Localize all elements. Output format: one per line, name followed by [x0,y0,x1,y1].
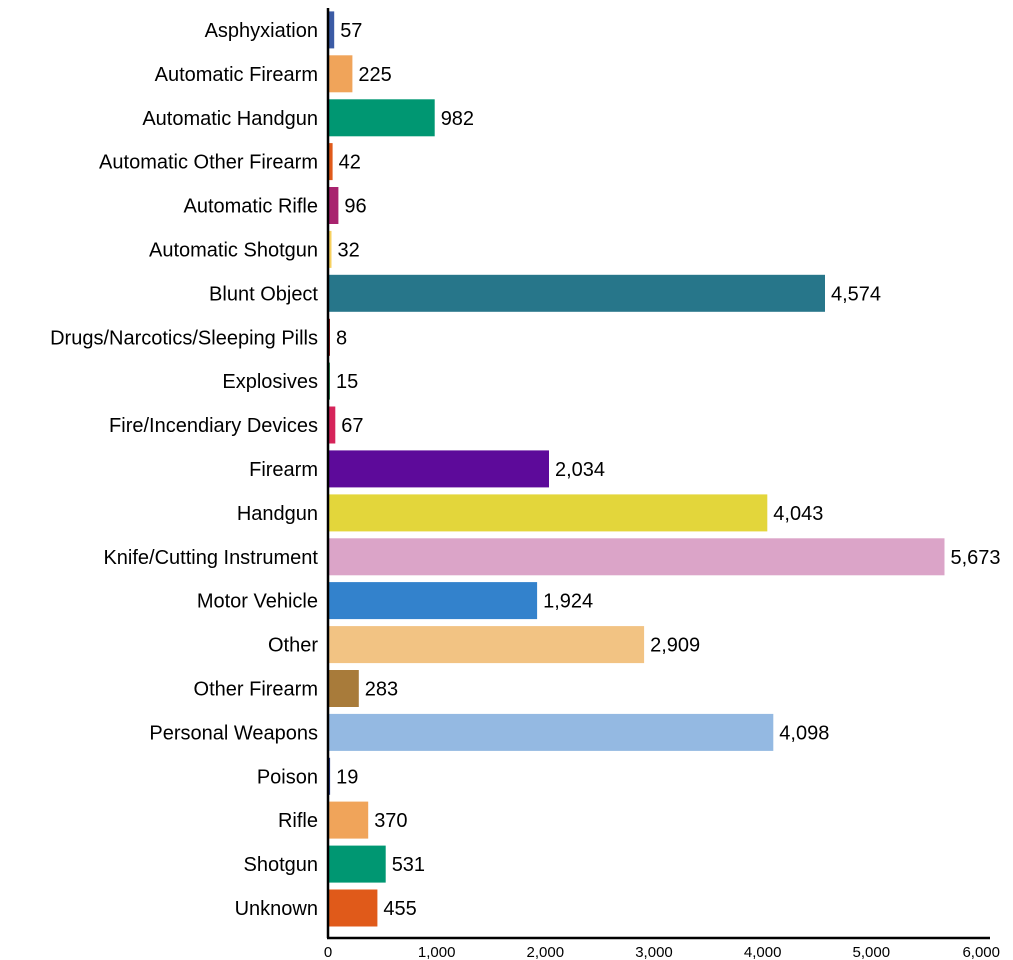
category-label: Blunt Object [209,283,318,305]
value-label: 283 [365,679,398,701]
category-label: Other Firearm [194,679,318,701]
value-label: 370 [374,810,407,832]
x-tick-label: 2,000 [527,944,565,960]
bar [328,11,335,49]
category-label: Poison [257,766,318,788]
value-label: 531 [392,854,425,876]
x-tick-label: 6,000 [962,944,1000,960]
x-tick-label: 3,000 [635,944,673,960]
value-label: 57 [340,20,362,42]
category-label: Automatic Firearm [155,64,318,86]
category-label: Explosives [222,371,318,393]
value-label: 4,574 [831,283,881,305]
value-label: 8 [336,327,347,349]
category-label: Automatic Handgun [142,108,318,130]
x-tick-label: 5,000 [853,944,891,960]
category-label: Firearm [249,459,318,481]
category-label: Automatic Rifle [184,196,319,218]
category-label: Motor Vehicle [197,591,318,613]
category-label: Handgun [237,503,318,525]
value-label: 96 [344,196,366,218]
category-label: Other [268,635,318,657]
bar [328,582,538,620]
value-labels: 57 225 982 42 96 32 4,574 8 15 67 2,034 4,043 5,673 1… [336,20,1001,920]
category-label: Drugs/Narcotics/Sleeping Pills [50,327,318,349]
value-label: 225 [358,64,391,86]
category-labels: Asphyxiation Automatic Firearm Automatic H… [50,20,318,920]
bar [328,801,369,839]
value-label: 32 [338,239,360,261]
x-tick-label: 0 [324,944,332,960]
value-label: 1,924 [543,591,593,613]
value-label: 15 [336,371,358,393]
category-label: Shotgun [243,854,318,876]
category-label: Automatic Other Firearm [99,152,318,174]
bar [328,626,645,664]
bar [328,406,336,444]
bar [328,230,332,268]
bar [328,99,435,137]
bar [328,143,333,181]
category-label: Knife/Cutting Instrument [103,547,318,569]
bar [328,713,774,751]
x-axis-ticks: 0 1,000 2,000 3,000 4,000 5,000 6,000 [324,944,1000,960]
category-label: Fire/Incendiary Devices [109,415,318,437]
bar [328,494,768,532]
bar [328,845,386,883]
value-label: 982 [441,108,474,130]
category-label: Automatic Shotgun [149,239,318,261]
value-label: 2,909 [650,635,700,657]
bar [328,538,945,576]
bar [328,450,549,488]
value-label: 455 [383,898,416,920]
bars-group [328,11,945,927]
category-label: Rifle [278,810,318,832]
value-label: 2,034 [555,459,605,481]
value-label: 42 [339,152,361,174]
bar [328,55,353,93]
x-tick-label: 4,000 [744,944,782,960]
value-label: 4,043 [773,503,823,525]
category-label: Unknown [235,898,318,920]
category-label: Asphyxiation [205,20,318,42]
value-label: 19 [336,766,358,788]
value-label: 67 [341,415,363,437]
bar [328,187,339,224]
value-label: 5,673 [951,547,1001,569]
bar [328,274,825,312]
bar [328,670,359,707]
category-label: Personal Weapons [149,722,318,744]
bar [328,889,378,927]
x-tick-label: 1,000 [418,944,456,960]
value-label: 4,098 [779,722,829,744]
